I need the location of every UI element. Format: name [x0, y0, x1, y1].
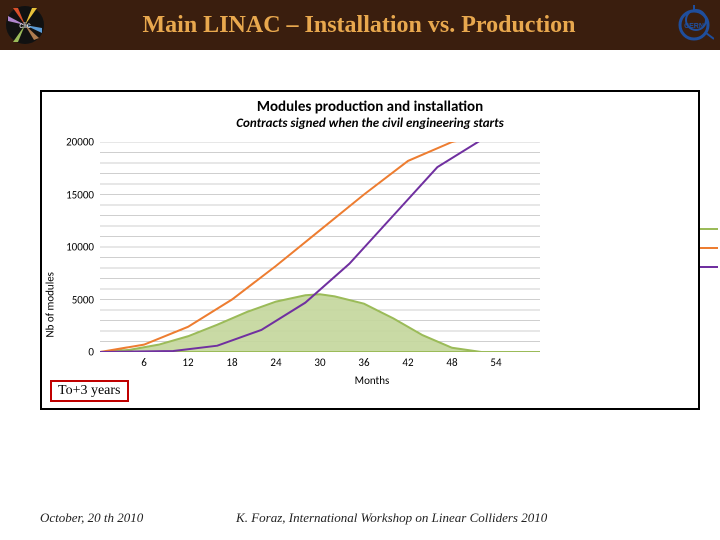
y-tick: 0 — [88, 346, 94, 359]
svg-text:CERN: CERN — [684, 23, 704, 30]
x-tick: 42 — [402, 356, 413, 369]
cern-logo-svg: CERN — [674, 5, 714, 45]
y-tick: 5000 — [72, 293, 94, 306]
x-tick: 18 — [226, 356, 237, 369]
y-axis-label: Nb of modules — [44, 272, 57, 337]
x-tick: 12 — [182, 356, 193, 369]
x-tick: 48 — [446, 356, 457, 369]
x-tick: 54 — [490, 356, 501, 369]
legend-installation: Installation (15 years) — [700, 260, 720, 273]
legend-production: Production — [700, 241, 720, 254]
chart-title: Modules production and installation — [42, 98, 698, 116]
cern-logo: CERN — [674, 5, 714, 45]
chart-svg — [100, 142, 540, 352]
page-title: Main LINAC – Installation vs. Production — [44, 12, 674, 39]
header-bar: clic Main LINAC – Installation vs. Produ… — [0, 0, 720, 50]
plot-canvas: 0500010000150002000061218243036424854 — [100, 142, 540, 352]
y-tick: 15000 — [66, 188, 94, 201]
legend-stock: Stock — [700, 222, 720, 235]
footer: October, 20 th 2010 K. Foraz, Internatio… — [0, 510, 720, 526]
x-tick: 30 — [314, 356, 325, 369]
x-tick: 24 — [270, 356, 281, 369]
plot-area: Nb of modules 05000100001500020000612182… — [56, 142, 688, 402]
footer-spacer — [640, 510, 680, 526]
legend: Stock Production Installation (15 years) — [700, 222, 720, 279]
to-plus-3-years-annotation: To+3 years — [50, 380, 129, 402]
clic-logo-svg: clic — [6, 6, 44, 44]
footer-date: October, 20 th 2010 — [40, 510, 143, 526]
y-tick: 20000 — [66, 136, 94, 149]
footer-center: K. Foraz, International Workshop on Line… — [236, 510, 547, 526]
x-tick: 6 — [141, 356, 147, 369]
y-tick: 10000 — [66, 241, 94, 254]
legend-swatch-stock — [700, 228, 718, 230]
x-axis-label: Months — [56, 374, 688, 387]
x-tick: 36 — [358, 356, 369, 369]
svg-text:clic: clic — [19, 21, 31, 30]
legend-swatch-production — [700, 247, 718, 249]
legend-swatch-installation — [700, 266, 718, 268]
clic-logo: clic — [6, 6, 44, 44]
chart-container: Modules production and installation Cont… — [40, 90, 700, 410]
chart-subtitle: Contracts signed when the civil engineer… — [42, 116, 698, 131]
